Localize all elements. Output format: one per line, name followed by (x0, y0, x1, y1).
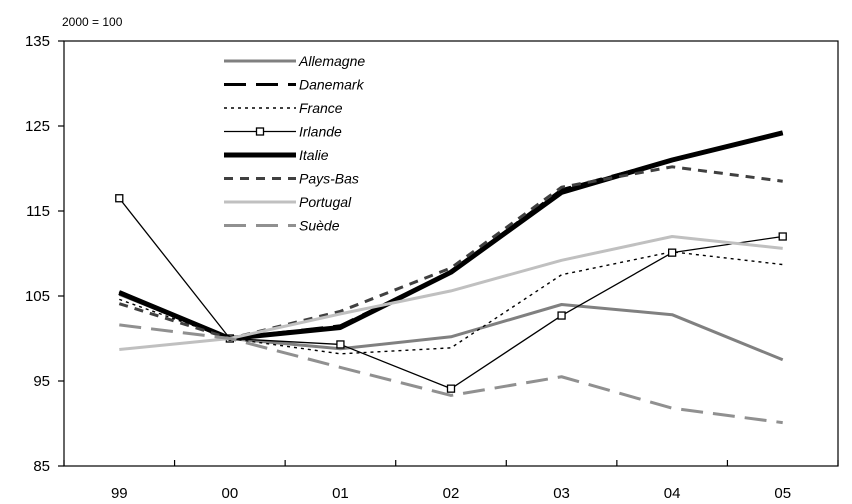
legend-label: Suède (299, 218, 340, 234)
data-point (336, 340, 345, 349)
series-line (118, 130, 784, 341)
legend: Allemagne Danemark France Irlande Italie Pays… (224, 53, 365, 234)
unit-label: 2000 = 100 (62, 15, 123, 29)
axes (63, 40, 839, 467)
plot-frame (63, 40, 839, 467)
y-tick-label: 85 (33, 458, 50, 475)
series-lines (115, 130, 787, 425)
series-line (118, 131, 784, 340)
y-tick-label: 105 (25, 288, 50, 305)
series-line (119, 323, 783, 425)
data-point (667, 248, 677, 257)
legend-label: Portugal (299, 194, 352, 210)
x-axis-ticks: 99 00 01 02 03 04 05 (63, 460, 839, 502)
legend-label: France (299, 100, 343, 116)
data-point (446, 384, 456, 393)
x-tick-label: 01 (332, 485, 349, 502)
data-point (778, 232, 787, 241)
x-tick-label: 99 (111, 485, 128, 502)
legend-marker (255, 127, 265, 136)
y-tick-label: 135 (25, 33, 50, 50)
x-tick-label: 02 (443, 485, 460, 502)
legend-label: Allemagne (298, 53, 365, 69)
legend-label: Pays-Bas (299, 171, 359, 187)
y-tick-label: 95 (33, 373, 50, 390)
x-tick-label: 03 (553, 485, 570, 502)
y-tick-label: 115 (26, 203, 50, 220)
series-line (118, 292, 784, 362)
legend-label: Italie (299, 147, 329, 163)
series-line (118, 197, 783, 390)
legend-label: Irlande (299, 124, 342, 140)
data-point (115, 194, 124, 203)
data-point (557, 311, 566, 320)
x-tick-label: 00 (222, 485, 239, 502)
legend-label: Danemark (299, 77, 365, 93)
x-tick-label: 05 (774, 485, 791, 502)
x-tick-label: 04 (664, 485, 681, 502)
y-tick-label: 125 (25, 118, 50, 135)
y-axis-ticks: 85 95 105 115 125 135 (25, 33, 64, 475)
